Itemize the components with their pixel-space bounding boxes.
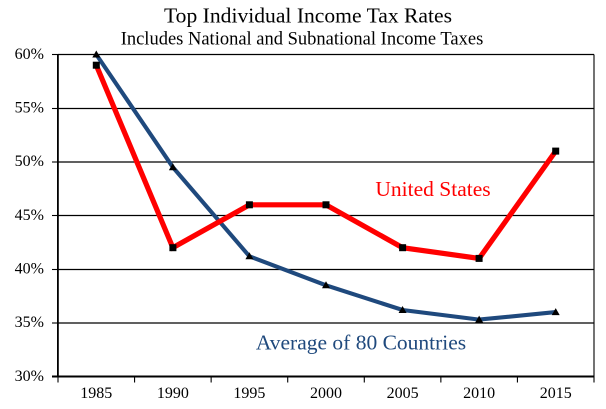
svg-text:2000: 2000 — [310, 385, 342, 402]
svg-text:35%: 35% — [15, 314, 44, 331]
svg-text:2005: 2005 — [387, 385, 419, 402]
svg-text:40%: 40% — [15, 261, 44, 278]
svg-text:Average of 80 Countries: Average of 80 Countries — [256, 331, 466, 355]
svg-text:Includes National and Subnatio: Includes National and Subnational Income… — [121, 29, 484, 49]
svg-text:30%: 30% — [15, 368, 44, 385]
svg-text:1985: 1985 — [80, 385, 112, 402]
svg-text:1995: 1995 — [233, 385, 265, 402]
svg-text:50%: 50% — [15, 153, 44, 170]
svg-text:1990: 1990 — [157, 385, 189, 402]
svg-text:45%: 45% — [15, 207, 44, 224]
svg-text:2010: 2010 — [463, 385, 495, 402]
svg-text:55%: 55% — [15, 100, 44, 117]
svg-text:2015: 2015 — [540, 385, 572, 402]
svg-text:United States: United States — [375, 177, 490, 201]
svg-text:60%: 60% — [15, 46, 44, 63]
svg-text:Top Individual Income Tax Rate: Top Individual Income Tax Rates — [164, 4, 452, 28]
